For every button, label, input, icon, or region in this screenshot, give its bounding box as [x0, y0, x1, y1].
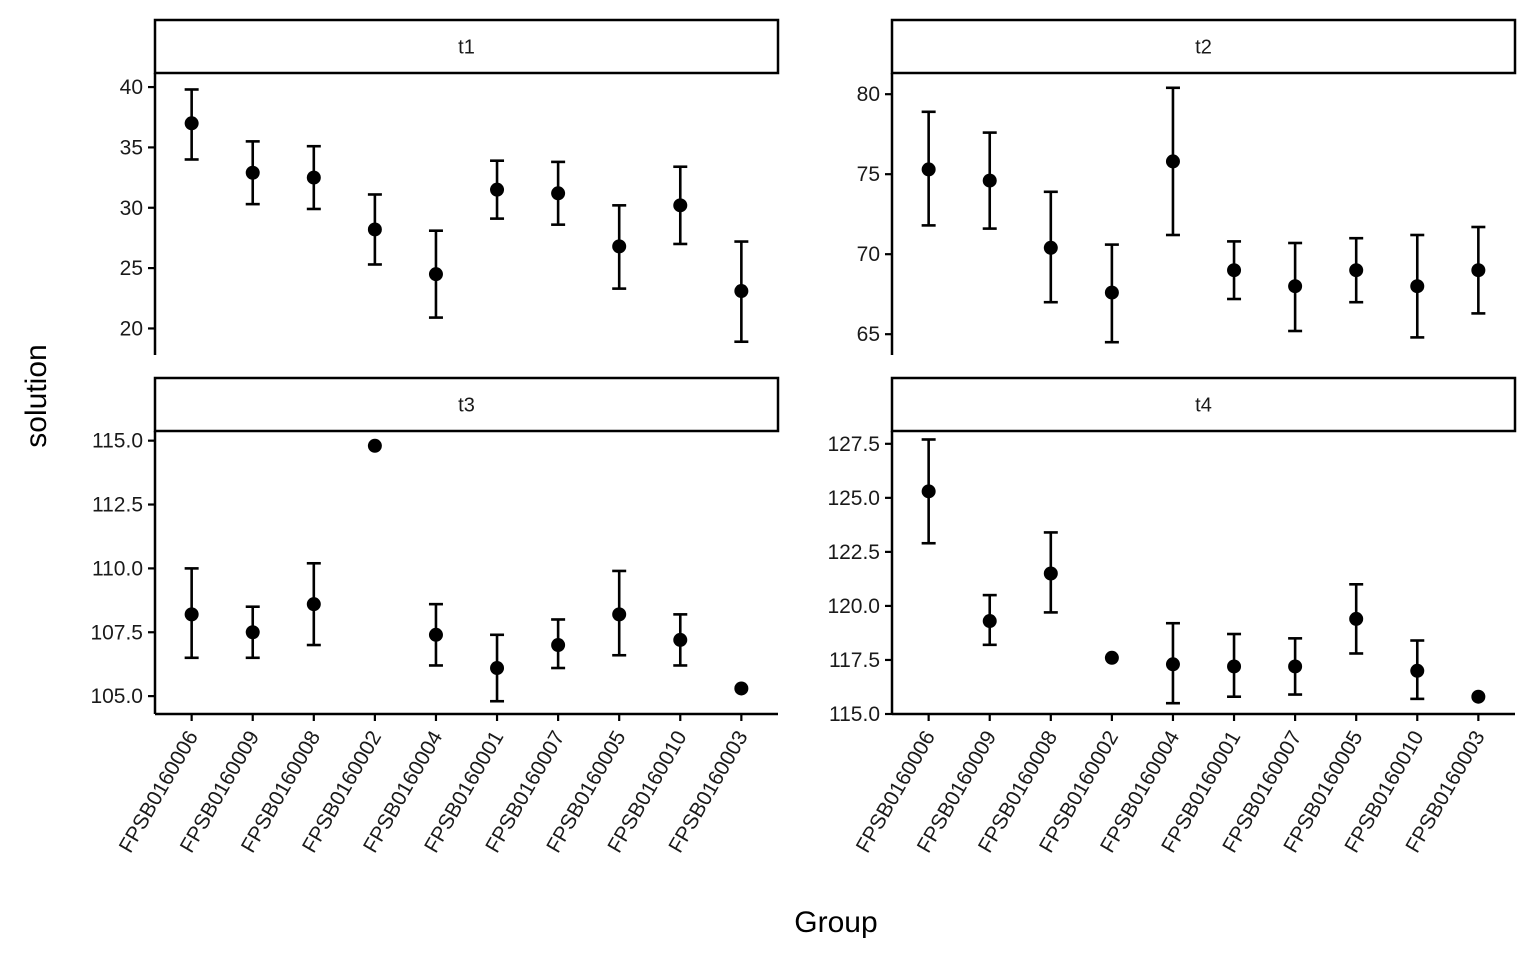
- y-tick-label: 112.5: [92, 494, 143, 517]
- y-tick-label: 30: [120, 197, 143, 220]
- y-tick-label: 35: [120, 136, 143, 159]
- strip-box: [153, 18, 780, 75]
- y-tick-label: 127.5: [827, 433, 880, 456]
- y-tick-label: 122.5: [827, 541, 880, 564]
- data-point: [1471, 689, 1486, 704]
- data-point: [490, 661, 505, 676]
- data-point: [1349, 263, 1364, 278]
- data-point: [673, 198, 688, 213]
- strip-label: t1: [458, 37, 475, 59]
- strip-box: [890, 376, 1517, 433]
- data-point: [612, 607, 627, 622]
- panel-t4: t4115.0117.5120.0122.5125.0127.5FPSB0160…: [827, 376, 1517, 857]
- y-tick-label: 70: [857, 243, 880, 266]
- data-point: [490, 182, 505, 197]
- data-point: [1471, 263, 1486, 278]
- panel-t2: t2 65 70 75 80: [857, 18, 1517, 355]
- panels: t1 20 25 30 35 40 t2 65 70 75 80 t3 105.0 107.5 110.0 1…: [90, 18, 1517, 857]
- strip-label: t2: [1195, 37, 1212, 59]
- data-point: [1165, 657, 1180, 672]
- data-point: [1288, 659, 1303, 674]
- data-point: [1043, 566, 1058, 581]
- data-point: [921, 162, 936, 177]
- data-point: [367, 222, 382, 237]
- data-point: [1227, 659, 1242, 674]
- y-tick-label: 80: [857, 83, 880, 106]
- data-point: [1043, 240, 1058, 255]
- data-point: [184, 607, 199, 622]
- y-tick-label: 75: [857, 163, 880, 186]
- data-point: [1349, 611, 1364, 626]
- data-point: [245, 165, 260, 180]
- panel-t1: t1 20 25 30 35 40: [120, 18, 780, 355]
- data-point: [1104, 650, 1119, 665]
- strip-box: [890, 18, 1517, 75]
- data-point: [1288, 279, 1303, 294]
- data-point: [306, 170, 321, 185]
- y-tick-label: 25: [120, 257, 143, 280]
- data-point: [982, 173, 997, 188]
- data-point: [306, 597, 321, 612]
- data-point: [551, 186, 566, 201]
- data-point: [921, 484, 936, 499]
- y-tick-label: 110.0: [92, 557, 143, 580]
- x-axis-title: Group: [794, 906, 877, 939]
- data-point: [184, 116, 199, 131]
- y-axis-title: solution: [20, 344, 53, 447]
- strip-label: t4: [1195, 395, 1212, 417]
- data-point: [428, 267, 443, 282]
- y-tick-label: 125.0: [827, 487, 880, 510]
- data-point: [551, 638, 566, 653]
- data-point: [428, 627, 443, 642]
- y-tick-label: 120.0: [827, 595, 880, 618]
- y-tick-label: 115.0: [829, 703, 880, 726]
- y-tick-label: 117.5: [829, 649, 880, 672]
- data-point: [734, 681, 749, 696]
- panel-t3: t3105.0107.5110.0112.5115.0FPSB0160006FP…: [90, 376, 780, 857]
- data-point: [982, 614, 997, 629]
- data-point: [1227, 263, 1242, 278]
- y-tick-label: 107.5: [90, 621, 143, 644]
- y-tick-label: 40: [120, 76, 143, 99]
- data-point: [367, 438, 382, 453]
- y-tick-label: 20: [120, 317, 143, 340]
- data-point: [245, 625, 260, 640]
- strip-label: t3: [458, 395, 475, 417]
- y-tick-label: 115.0: [92, 430, 143, 453]
- data-point: [612, 239, 627, 254]
- y-tick-label: 65: [857, 323, 880, 346]
- y-tick-label: 105.0: [90, 685, 143, 708]
- data-point: [1410, 663, 1425, 678]
- data-point: [1104, 285, 1119, 300]
- strip-box: [153, 376, 780, 433]
- data-point: [1165, 154, 1180, 169]
- data-point: [734, 284, 749, 299]
- data-point: [673, 632, 688, 647]
- data-point: [1410, 279, 1425, 294]
